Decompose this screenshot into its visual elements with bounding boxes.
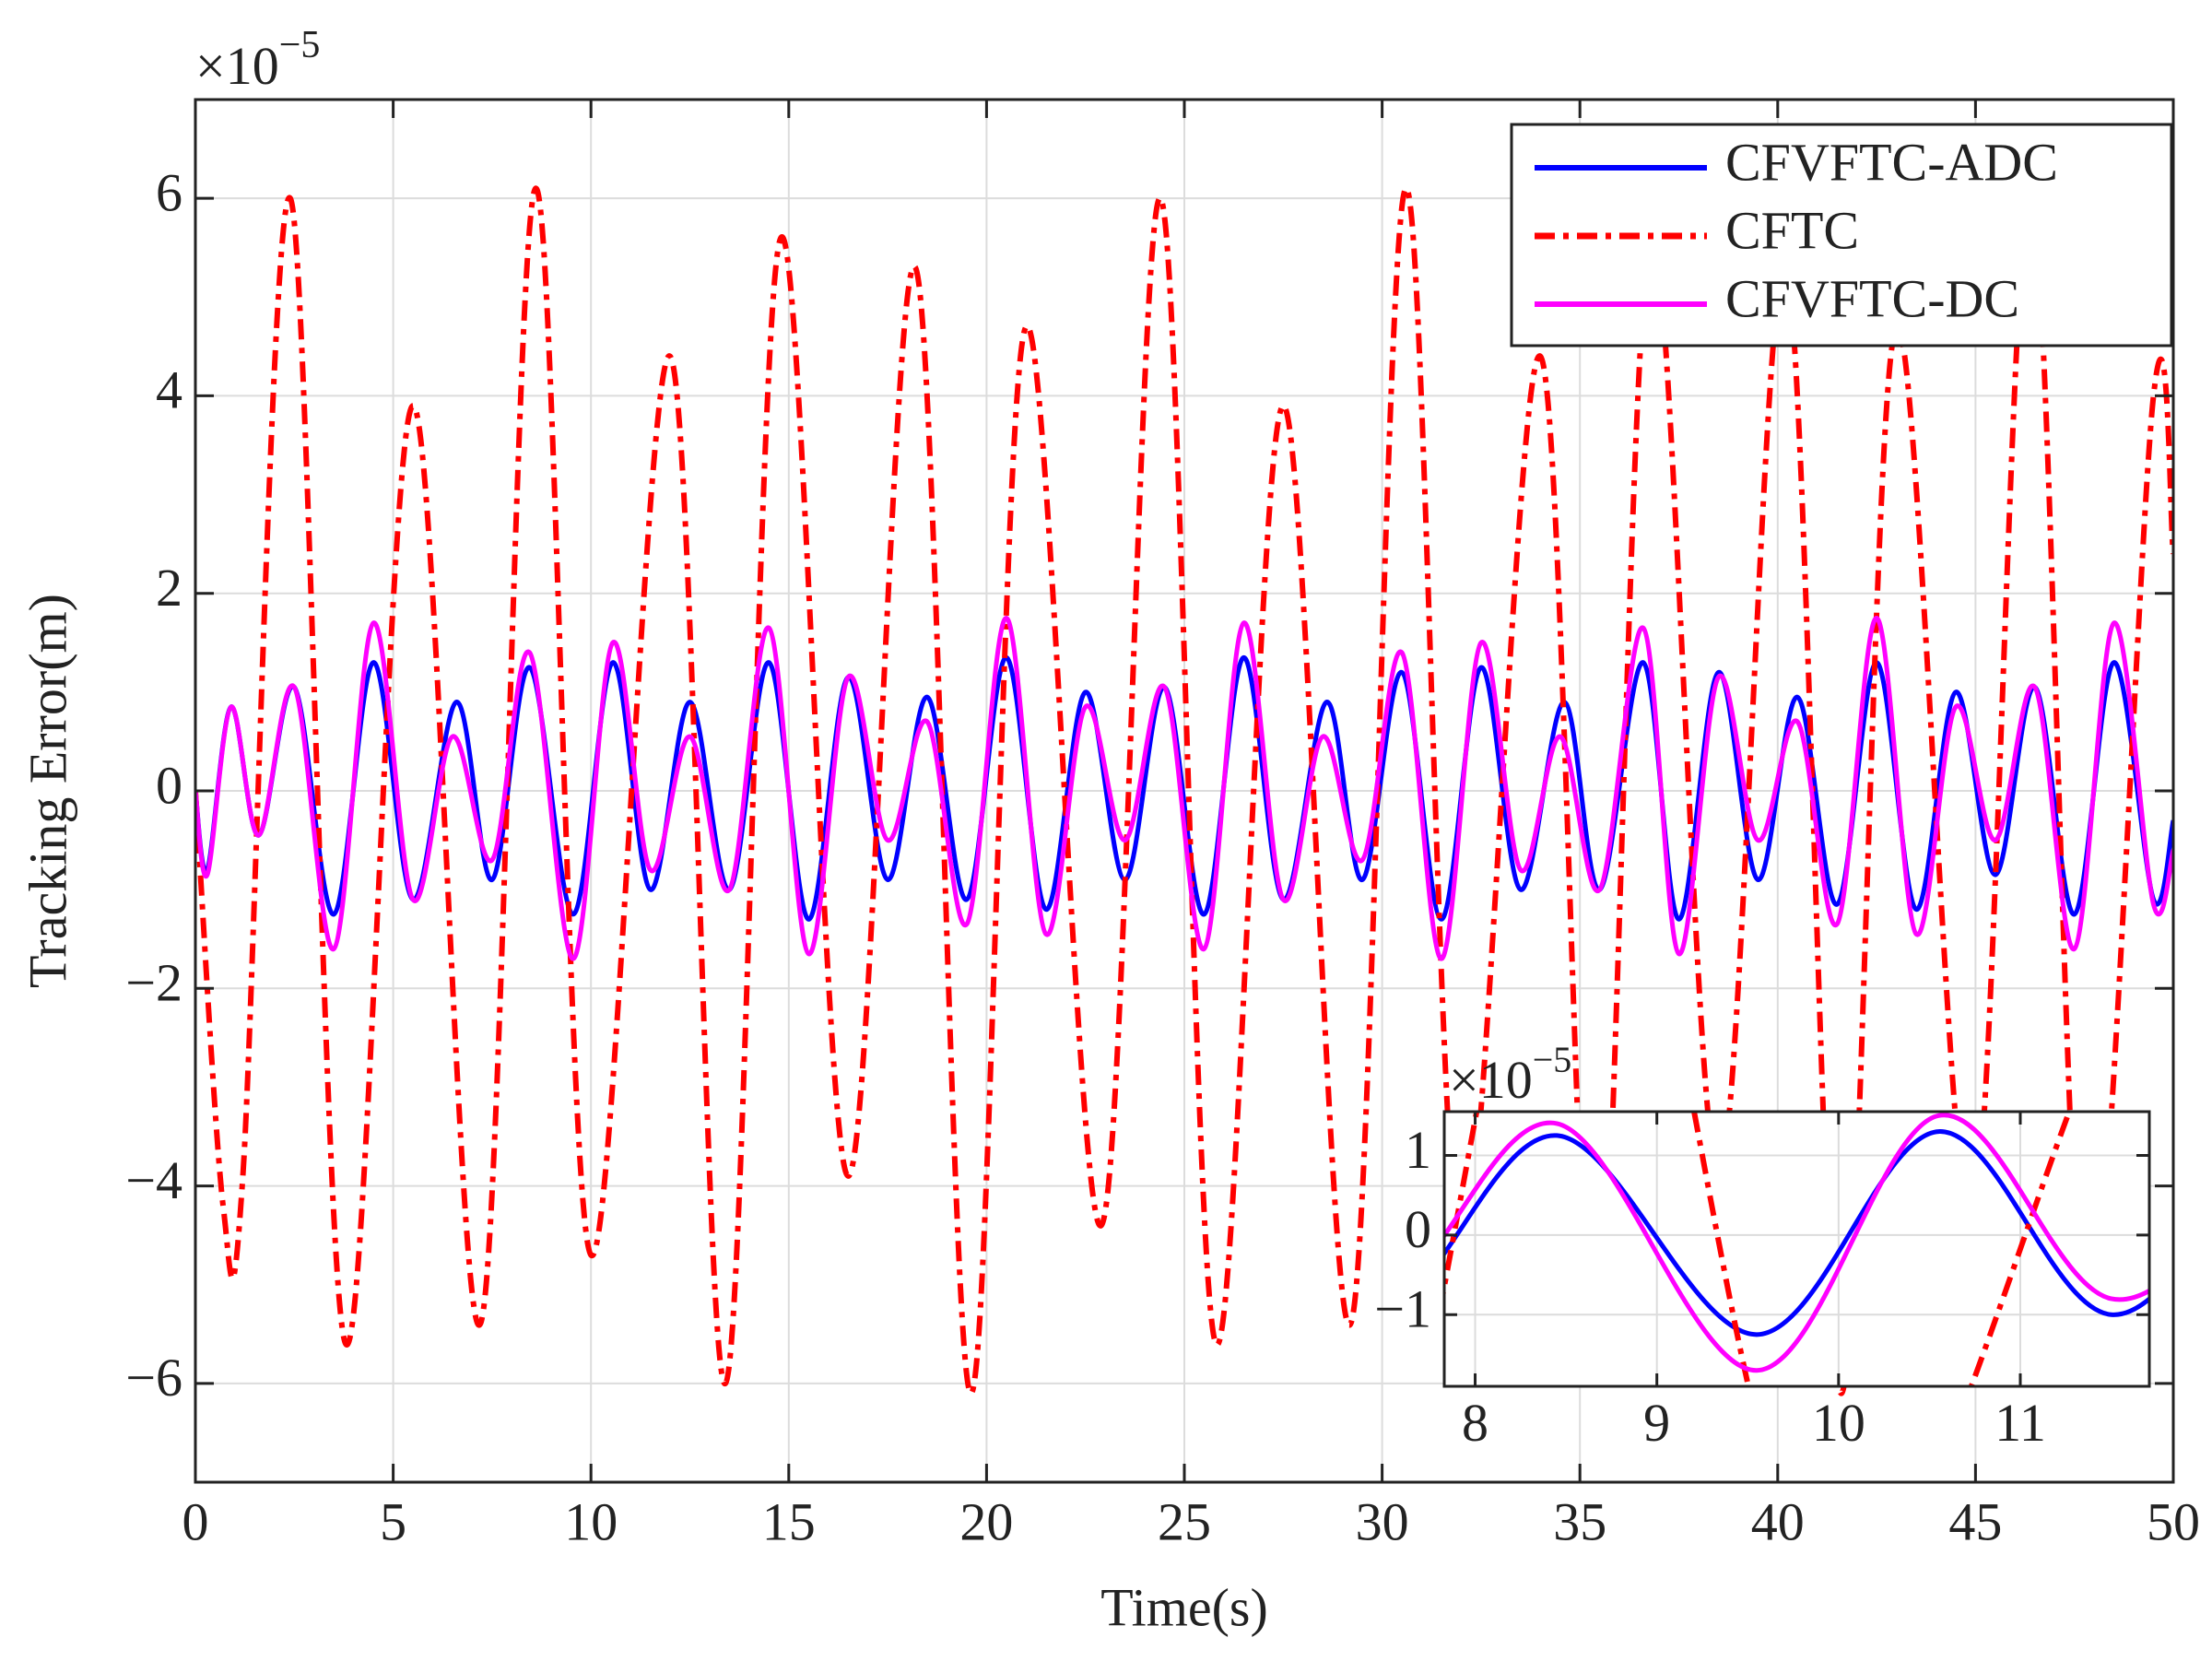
x-tick-label: 10 xyxy=(564,1492,618,1552)
x-tick-label: 8 xyxy=(1462,1393,1488,1453)
inset-y-multiplier-exponent: −5 xyxy=(1533,1039,1572,1080)
x-tick-label: 50 xyxy=(2147,1492,2200,1552)
x-axis-label: Time(s) xyxy=(1100,1577,1268,1637)
x-tick-label: 20 xyxy=(959,1492,1013,1552)
y-tick-label: 6 xyxy=(156,162,182,222)
legend-label: CFVFTC-DC xyxy=(1725,268,2019,328)
y-tick-label: −2 xyxy=(125,953,182,1013)
y-tick-label: 2 xyxy=(156,558,182,618)
y-tick-label: −4 xyxy=(125,1150,182,1210)
y-tick-label: 1 xyxy=(1405,1120,1431,1180)
x-tick-label: 9 xyxy=(1643,1393,1670,1453)
x-tick-label: 0 xyxy=(182,1492,209,1552)
x-tick-label: 30 xyxy=(1356,1492,1409,1552)
y-axis-label: Tracking Error(m) xyxy=(18,594,77,988)
y-multiplier-exponent: −5 xyxy=(279,24,321,66)
x-tick-label: 45 xyxy=(1948,1492,2002,1552)
legend: CFVFTC-ADC CFTC CFVFTC-DC xyxy=(1510,123,2173,348)
inset-y-multiplier-base: ×10 xyxy=(1449,1050,1533,1110)
x-tick-label: 40 xyxy=(1751,1492,1805,1552)
y-tick-label: 0 xyxy=(156,755,182,815)
series-line xyxy=(195,615,2173,961)
y-tick-label: −1 xyxy=(1374,1279,1431,1339)
inset: ×10−5 8 9 10 11 −1 0 1 xyxy=(1374,1039,2151,1453)
y-multiplier: ×10−5 xyxy=(195,24,320,97)
x-tick-label: 5 xyxy=(380,1492,406,1552)
x-tick-label: 15 xyxy=(762,1492,816,1552)
y-multiplier-base: ×10 xyxy=(195,36,279,96)
x-tick-label: 35 xyxy=(1553,1492,1606,1552)
inset-y-multiplier: ×10−5 xyxy=(1449,1039,1571,1110)
inset-box xyxy=(1442,1110,2151,1388)
x-tick-label: 10 xyxy=(1812,1393,1865,1453)
y-tick-label: 0 xyxy=(1405,1199,1431,1259)
y-tick-label: 4 xyxy=(156,360,182,420)
y-tick-label: −6 xyxy=(125,1348,182,1408)
legend-label: CFTC xyxy=(1725,200,1859,260)
x-tick-label: 11 xyxy=(1994,1393,2046,1453)
legend-label: CFVFTC-ADC xyxy=(1725,132,2058,192)
x-tick-label: 25 xyxy=(1158,1492,1211,1552)
